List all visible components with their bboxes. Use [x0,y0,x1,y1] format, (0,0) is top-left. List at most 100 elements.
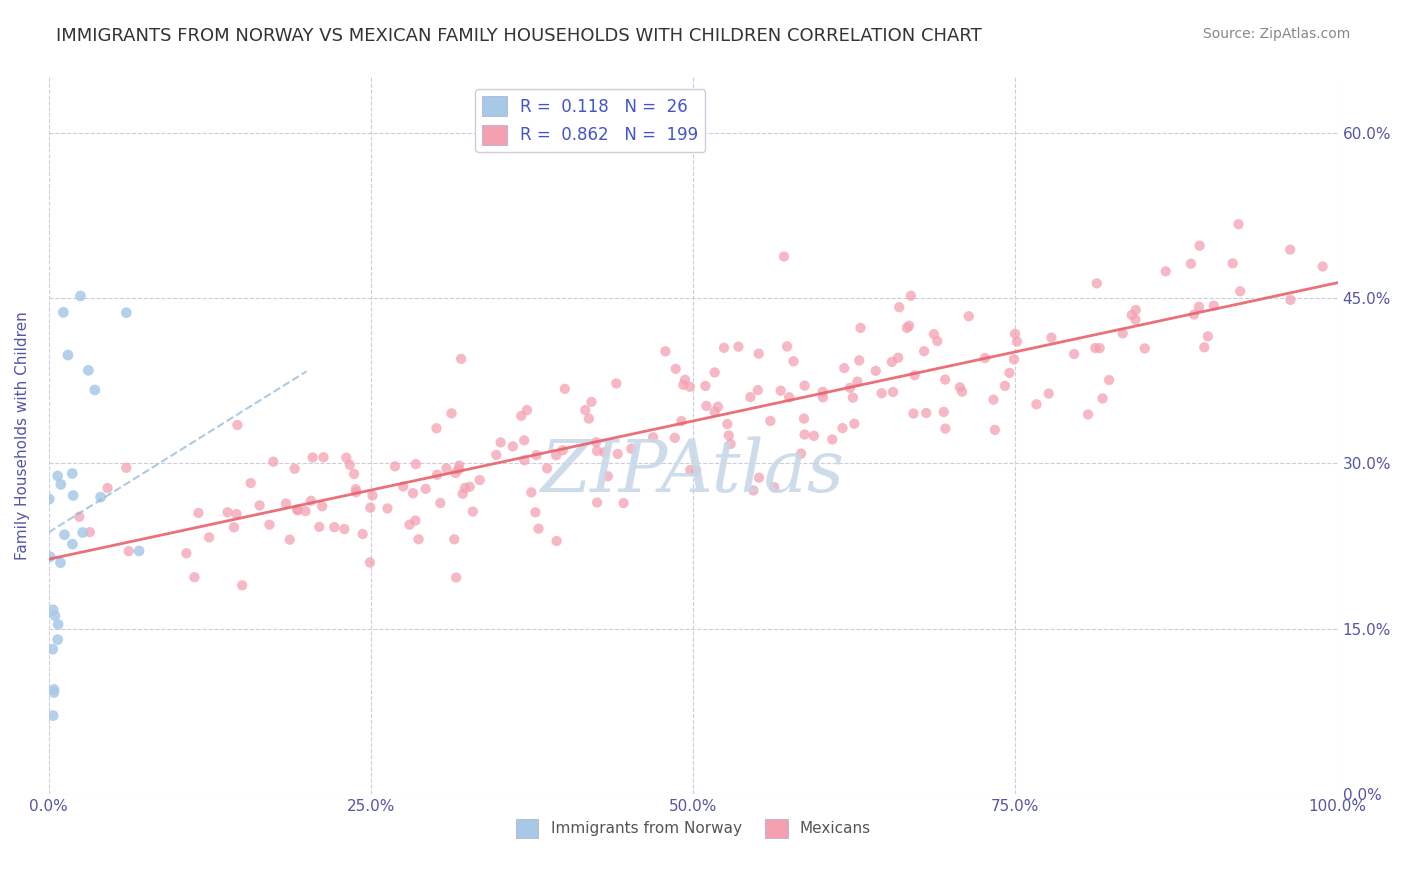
Point [769,384,792,398]
Point [299,493,322,508]
Point [673,373,696,387]
Point [536,461,558,475]
Point [392,479,415,493]
Point [513,453,536,467]
Point [361,489,384,503]
Point [274,496,297,510]
Point [259,517,281,532]
Point [782,354,804,368]
Point [903,407,925,421]
Point [359,556,381,570]
Point [513,434,536,448]
Point [239,475,262,490]
Point [1197,329,1219,343]
Point [312,450,335,465]
Point [285,502,308,516]
Point [574,403,596,417]
Point [77,363,100,377]
Point [620,442,643,456]
Point [53,527,76,541]
Point [927,334,949,348]
Point [311,500,333,514]
Point [115,460,138,475]
Point [333,522,356,536]
Point [763,480,786,494]
Point [793,378,815,392]
Point [740,390,762,404]
Point [934,372,956,386]
Point [90,490,112,504]
Point [811,390,834,404]
Point [294,504,316,518]
Point [83,383,105,397]
Point [425,421,447,435]
Point [398,517,420,532]
Point [41,642,63,657]
Point [1025,397,1047,411]
Point [1133,342,1156,356]
Point [932,405,955,419]
Point [301,450,323,465]
Point [759,414,782,428]
Point [1125,303,1147,318]
Point [72,525,94,540]
Point [344,485,367,500]
Point [1111,326,1133,341]
Point [69,289,91,303]
Point [1202,299,1225,313]
Point [1002,352,1025,367]
Point [679,380,702,394]
Point [596,469,619,483]
Point [713,341,735,355]
Point [983,392,1005,407]
Point [742,483,765,498]
Point [748,471,770,485]
Point [950,384,973,399]
Point [703,405,725,419]
Point [585,435,607,450]
Text: Source: ZipAtlas.com: Source: ZipAtlas.com [1202,27,1350,41]
Point [1188,300,1211,314]
Point [426,467,449,482]
Y-axis label: Family Households with Children: Family Households with Children [15,311,30,560]
Point [546,448,568,462]
Point [60,467,83,481]
Point [97,481,120,495]
Point [343,467,366,481]
Point [278,533,301,547]
Point [249,499,271,513]
Point [679,463,702,477]
Point [1194,340,1216,354]
Point [748,346,770,360]
Point [586,444,609,458]
Point [450,351,472,366]
Point [510,409,533,423]
Point [865,364,887,378]
Point [176,546,198,560]
Point [831,421,853,435]
Point [308,520,330,534]
Point [672,377,695,392]
Point [449,458,471,473]
Point [842,391,865,405]
Point [880,355,903,369]
Point [1312,260,1334,274]
Point [46,617,69,632]
Point [848,353,870,368]
Point [1040,330,1063,344]
Point [46,632,69,647]
Point [703,366,725,380]
Point [887,351,910,365]
Point [262,455,284,469]
Point [695,399,717,413]
Point [489,435,512,450]
Point [344,483,367,497]
Point [198,530,221,544]
Point [716,417,738,431]
Point [42,685,65,699]
Point [468,473,491,487]
Point [404,514,426,528]
Point [898,318,921,333]
Point [335,450,357,465]
Point [957,310,980,324]
